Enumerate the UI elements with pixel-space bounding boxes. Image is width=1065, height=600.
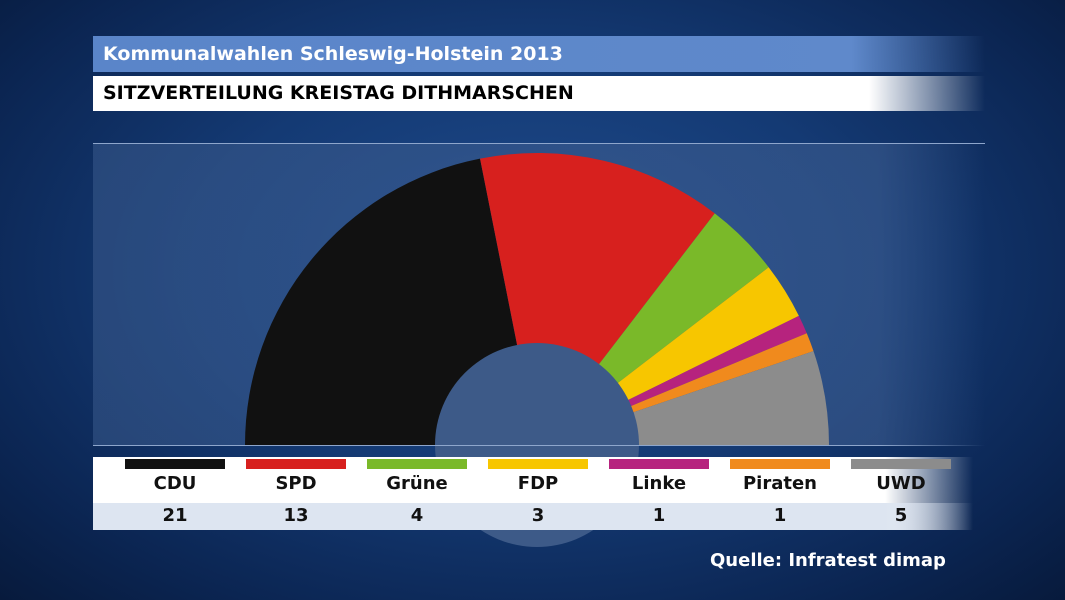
legend-label-fdp: FDP — [517, 473, 559, 494]
legend-value-fdp: 3 — [531, 505, 545, 526]
header-title: Kommunalwahlen Schleswig-Holstein 2013 — [93, 36, 985, 72]
legend-item-linke: Linke 1 — [609, 457, 709, 530]
chart-baseline — [93, 445, 985, 446]
chart-subtitle: SITZVERTEILUNG KREISTAG DITHMARSCHEN — [93, 76, 985, 111]
legend-value-linke: 1 — [652, 505, 666, 526]
legend-swatch-spd — [246, 459, 346, 469]
legend-value-uwd: 5 — [894, 505, 908, 526]
legend-label-linke: Linke — [631, 473, 687, 494]
legend-label-cdu: CDU — [153, 473, 197, 494]
legend-value-gr-ne: 4 — [410, 505, 424, 526]
legend-swatch-cdu — [125, 459, 225, 469]
legend-values-row — [93, 503, 973, 530]
slice-cdu — [245, 158, 537, 446]
source-label: Quelle: Infratest dimap — [710, 550, 946, 571]
legend-item-uwd: UWD 5 — [851, 457, 951, 530]
legend-label-piraten: Piraten — [742, 473, 817, 494]
legend-swatch-linke — [609, 459, 709, 469]
legend-swatch-piraten — [730, 459, 830, 469]
legend-item-fdp: FDP 3 — [488, 457, 588, 530]
legend-item-gr-ne: Grüne 4 — [367, 457, 467, 530]
legend-swatch-gr-ne — [367, 459, 467, 469]
legend-value-cdu: 21 — [162, 505, 188, 526]
legend-swatch-fdp — [488, 459, 588, 469]
legend-label-uwd: UWD — [876, 473, 926, 494]
legend-item-spd: SPD 13 — [246, 457, 346, 530]
legend-label-spd: SPD — [275, 473, 317, 494]
legend-value-piraten: 1 — [773, 505, 787, 526]
legend-swatch-uwd — [851, 459, 951, 469]
legend-value-spd: 13 — [283, 505, 309, 526]
legend-item-cdu: CDU 21 — [125, 457, 225, 530]
legend-item-piraten: Piraten 1 — [730, 457, 830, 530]
legend-label-gr-ne: Grüne — [386, 473, 448, 494]
